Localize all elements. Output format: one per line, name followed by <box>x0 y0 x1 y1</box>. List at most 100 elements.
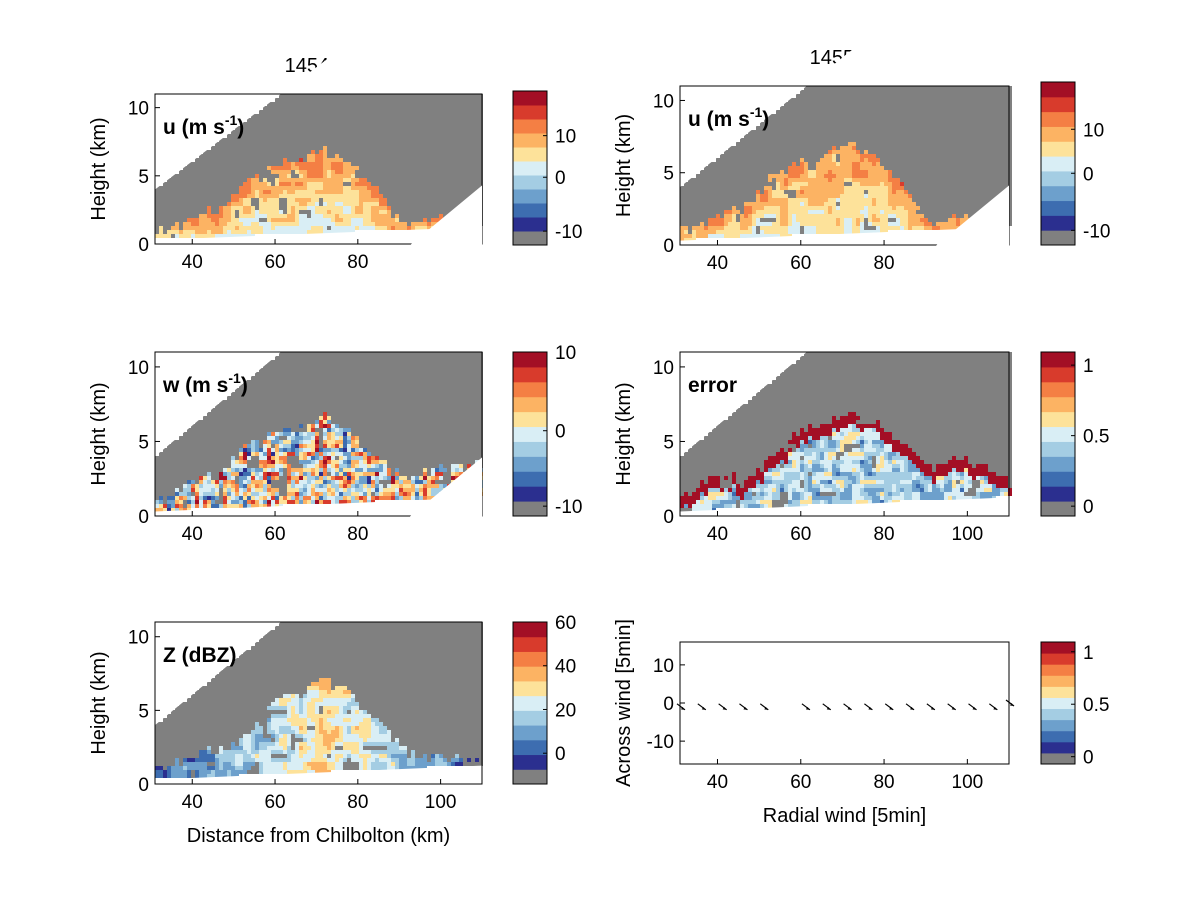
heatmap-cell <box>387 142 391 146</box>
heatmap-cell <box>944 90 948 94</box>
heatmap-cell <box>924 178 928 182</box>
heatmap-cell <box>880 126 884 130</box>
heatmap-cell <box>712 202 716 206</box>
heatmap-cell <box>315 146 319 150</box>
heatmap-cell <box>339 146 343 150</box>
heatmap-cell <box>335 150 339 154</box>
heatmap-cell <box>371 138 375 142</box>
heatmap-cell <box>255 202 259 206</box>
heatmap-cell <box>852 146 856 150</box>
heatmap-cell <box>451 178 455 182</box>
heatmap-cell <box>764 142 768 146</box>
heatmap-cell <box>972 150 976 154</box>
heatmap-cell <box>319 226 323 230</box>
heatmap-cell <box>768 138 772 142</box>
heatmap-cell <box>415 146 419 150</box>
heatmap-cell <box>908 122 912 126</box>
heatmap-cell <box>972 182 976 186</box>
heatmap-cell <box>343 154 347 158</box>
heatmap-cell <box>948 218 952 222</box>
heatmap-cell <box>716 178 720 182</box>
heatmap-cell <box>900 190 904 194</box>
heatmap-cell <box>231 218 235 222</box>
heatmap-cell <box>708 194 712 198</box>
heatmap-cell <box>844 178 848 182</box>
heatmap-cell <box>952 130 956 134</box>
heatmap-cell <box>219 182 223 186</box>
heatmap-cell <box>748 158 752 162</box>
heatmap-cell <box>912 106 916 110</box>
heatmap-cell <box>243 166 247 170</box>
heatmap-cell <box>708 170 712 174</box>
heatmap-cell <box>748 214 752 218</box>
heatmap-cell <box>271 134 275 138</box>
heatmap-cell <box>868 222 872 226</box>
heatmap-cell <box>251 222 255 226</box>
heatmap-cell <box>251 162 255 166</box>
heatmap-cell <box>371 146 375 150</box>
heatmap-cell <box>179 190 183 194</box>
heatmap-cell <box>872 210 876 214</box>
heatmap-cell <box>459 134 463 138</box>
heatmap-cell <box>355 198 359 202</box>
heatmap-cell <box>171 222 175 226</box>
heatmap-cell <box>363 166 367 170</box>
heatmap-cell <box>936 202 940 206</box>
heatmap-cell <box>888 182 892 186</box>
heatmap-cell <box>956 118 960 122</box>
heatmap-cell <box>447 146 451 150</box>
heatmap-cell <box>223 146 227 150</box>
heatmap-cell <box>179 218 183 222</box>
heatmap-cell <box>279 114 283 118</box>
heatmap-cell <box>231 214 235 218</box>
heatmap-cell <box>876 142 880 146</box>
heatmap-cell <box>251 182 255 186</box>
heatmap-cell <box>187 162 191 166</box>
x-tick-label: 60 <box>264 252 285 273</box>
heatmap-cell <box>239 222 243 226</box>
heatmap-cell <box>175 174 179 178</box>
heatmap-cell <box>736 218 740 222</box>
heatmap-cell <box>968 106 972 110</box>
heatmap-cell <box>343 94 347 98</box>
heatmap-cell <box>435 202 439 206</box>
heatmap-cell <box>900 166 904 170</box>
heatmap-cell <box>259 174 263 178</box>
heatmap-cell <box>179 186 183 190</box>
heatmap-cell <box>860 138 864 142</box>
heatmap-cell <box>439 106 443 110</box>
heatmap-cell <box>908 142 912 146</box>
heatmap-cell <box>804 122 808 126</box>
heatmap-cell <box>379 210 383 214</box>
heatmap-cell <box>403 134 407 138</box>
heatmap-cell <box>828 110 832 114</box>
heatmap-cell <box>243 142 247 146</box>
heatmap-cell <box>263 106 267 110</box>
heatmap-cell <box>235 202 239 206</box>
heatmap-cell <box>808 174 812 178</box>
heatmap-cell <box>952 186 956 190</box>
heatmap-cell <box>688 202 692 206</box>
heatmap-cell <box>347 222 351 226</box>
heatmap-cell <box>728 234 732 238</box>
heatmap-cell <box>848 126 852 130</box>
heatmap-cell <box>255 134 259 138</box>
heatmap-cell <box>932 110 936 114</box>
heatmap-cell <box>383 186 387 190</box>
heatmap-cell <box>203 214 207 218</box>
heatmap-cell <box>816 218 820 222</box>
heatmap-cell <box>299 194 303 198</box>
heatmap-cell <box>948 182 952 186</box>
heatmap-cell <box>956 142 960 146</box>
heatmap-cell <box>808 130 812 134</box>
colorbar-segment <box>513 161 547 176</box>
heatmap-cell <box>387 110 391 114</box>
heatmap-cell <box>451 198 455 202</box>
heatmap-cell <box>892 198 896 202</box>
heatmap-cell <box>876 86 880 90</box>
heatmap-cell <box>728 222 732 226</box>
heatmap-cell <box>688 178 692 182</box>
heatmap-cell <box>780 214 784 218</box>
heatmap-cell <box>936 86 940 90</box>
